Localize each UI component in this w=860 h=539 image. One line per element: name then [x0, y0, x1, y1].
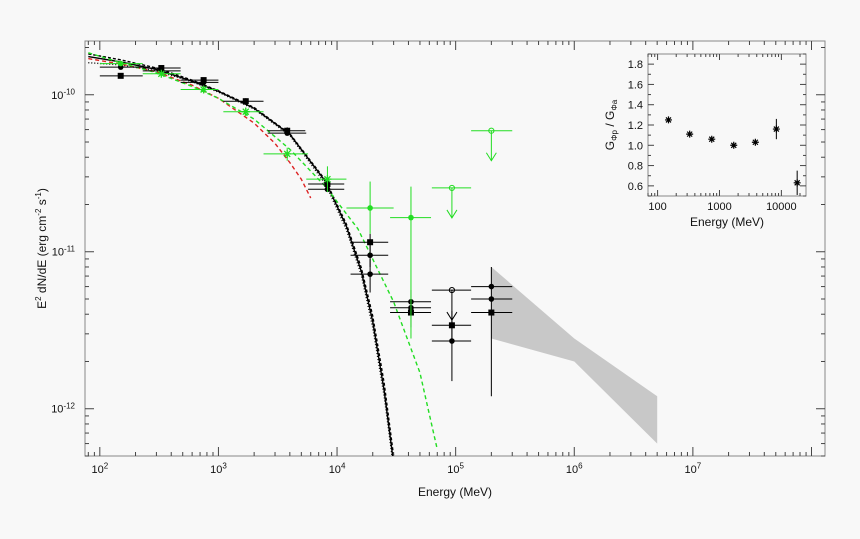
data-point: [471, 296, 513, 302]
circle-marker: [488, 296, 495, 302]
data-point: [99, 60, 143, 67]
inset-data-point: [772, 118, 780, 140]
upper-limit: [431, 184, 472, 219]
inset-y-tick-label: 1.6: [628, 79, 643, 91]
data-point: [471, 266, 513, 397]
data-point: [223, 98, 264, 105]
upper-limit-arrowhead: [485, 152, 497, 162]
main-plot-frame: [84, 40, 826, 457]
upper-limit: [431, 286, 472, 322]
main-y-axis: 10-10 10-11 10-12 E2 dN/dE (erg cm-2 s-1): [34, 46, 825, 457]
inset-data-point: [708, 135, 716, 143]
inset-y-tick-label: 1.4: [628, 100, 643, 112]
inset-x-tick-label: 100: [648, 201, 666, 213]
main-plot: 102 103 104 105 106 107 Energy (MeV) 10-10 10-11…: [34, 40, 826, 499]
star-marker: [241, 107, 250, 116]
inset-plot: 100 1000 10000 0.6 0.8 1.0 1.2 1.4 1.6 1.8 Energy …: [603, 53, 807, 229]
circle-marker: [367, 205, 373, 211]
y-axis-label: E2 dN/dE (erg cm-2 s-1): [34, 188, 49, 309]
inset-y-tick-label: 1.0: [628, 140, 643, 152]
data-point: [180, 79, 219, 86]
x-tick-label: 107: [685, 462, 702, 476]
circle-marker: [367, 271, 373, 277]
inset-data-point: [730, 141, 738, 149]
inset-star-marker: [686, 130, 694, 138]
inset-frame: [647, 53, 807, 197]
circle-marker: [284, 130, 290, 136]
inset-x-tick-label: 10000: [766, 201, 797, 213]
data-point: [346, 181, 394, 234]
x-axis-label: Energy (MeV): [418, 485, 492, 499]
data-point: [267, 130, 307, 136]
inset-y-axis-label: GΦp / GΦa: [603, 99, 619, 150]
star-marker: [283, 149, 292, 158]
inset-star-marker: [793, 179, 801, 187]
x-tick-label: 106: [566, 462, 583, 476]
circle-marker: [408, 214, 414, 221]
inset-y-tick-label: 1.2: [628, 120, 643, 132]
inset-star-marker: [730, 141, 738, 149]
data-point: [350, 258, 389, 293]
data-point: [99, 72, 143, 79]
inset-data-point: [793, 170, 801, 195]
y-tick-label: 10-12: [51, 401, 75, 415]
data-point: [471, 309, 513, 316]
y-tick-label: 10-10: [51, 87, 75, 101]
main-x-axis: 102 103 104 105 106 107 Energy (MeV): [87, 41, 812, 499]
x-tick-label: 103: [210, 462, 227, 476]
star-marker: [199, 85, 208, 94]
inset-data-point: [751, 138, 759, 146]
inset-data-point: [664, 116, 672, 124]
inset-y-tick-label: 1.8: [628, 59, 643, 71]
circle-marker: [488, 283, 495, 290]
inset-x-tick-label: 1000: [707, 201, 731, 213]
x-tick-label: 104: [329, 462, 346, 476]
inset-x-axis-label: Energy (MeV): [690, 215, 764, 229]
inset-data-point: [686, 130, 694, 138]
x-tick-label: 105: [447, 462, 464, 476]
model-curve-3: [88, 62, 393, 456]
main-data-layer: [88, 52, 658, 456]
circle-marker: [449, 338, 455, 344]
circle-marker: [117, 60, 124, 67]
upper-limit: [471, 127, 513, 162]
circle-marker: [367, 252, 373, 259]
data-point: [223, 107, 264, 117]
data-point: [180, 85, 219, 94]
model-curve-2: [88, 53, 395, 456]
inset-star-marker: [708, 135, 716, 143]
model-curve-4: [88, 57, 312, 199]
upper-limit-arrowhead: [446, 311, 458, 322]
inset-star-marker: [772, 125, 780, 133]
square-marker: [488, 309, 495, 316]
uncertainty-band: [491, 267, 658, 444]
circle-marker: [200, 79, 207, 86]
star-marker: [323, 175, 332, 184]
square-marker: [117, 72, 124, 79]
square-marker: [158, 65, 165, 72]
data-point: [263, 147, 309, 161]
data-point: [142, 69, 181, 78]
inset-y-tick-label: 0.8: [628, 161, 643, 173]
x-tick-label: 102: [91, 462, 108, 476]
square-marker: [242, 98, 249, 105]
y-tick-label: 10-11: [52, 244, 76, 258]
data-point: [390, 186, 432, 339]
data-point: [308, 186, 345, 193]
star-marker: [157, 69, 166, 78]
data-point: [350, 233, 389, 252]
square-marker: [367, 239, 374, 246]
model-curve-1: [88, 55, 394, 456]
inset-y-tick-label: 0.6: [628, 181, 643, 193]
data-point: [306, 166, 347, 193]
upper-limit-arrowhead: [446, 209, 458, 219]
data-point: [431, 317, 472, 382]
inset-star-marker: [751, 138, 759, 146]
inset-star-marker: [664, 116, 672, 124]
